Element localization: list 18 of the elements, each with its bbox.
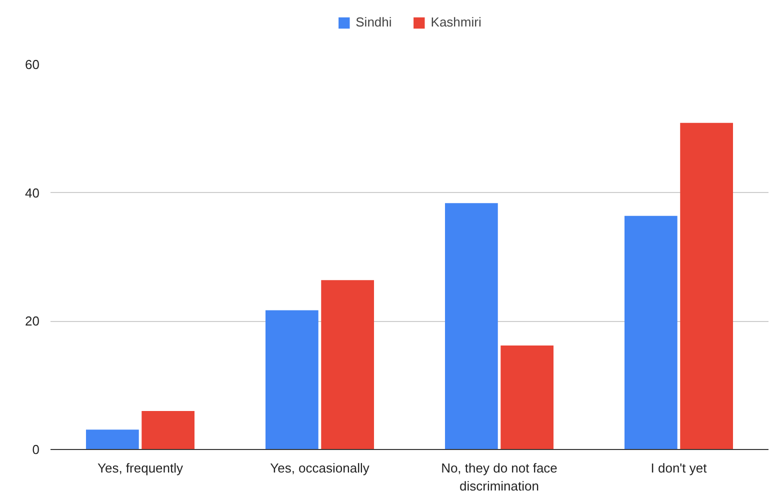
x-tick-label: Yes, frequently bbox=[97, 460, 184, 476]
legend-label: Sindhi bbox=[356, 14, 392, 30]
bar bbox=[86, 430, 139, 450]
y-tick-label: 60 bbox=[25, 57, 40, 72]
y-tick-label: 40 bbox=[25, 185, 40, 200]
legend-label: Kashmiri bbox=[430, 14, 482, 30]
bar bbox=[500, 346, 554, 450]
x-tick-label: I don't yet bbox=[650, 460, 708, 476]
y-tick-label: 0 bbox=[32, 442, 40, 457]
bar bbox=[444, 203, 498, 450]
bar bbox=[624, 216, 678, 450]
x-tick-label: No, they do not face discrimination bbox=[441, 460, 558, 494]
bar bbox=[142, 411, 195, 450]
bar bbox=[321, 280, 374, 450]
y-tick-label: 20 bbox=[25, 314, 40, 329]
x-tick-label: Yes, occasionally bbox=[270, 460, 370, 476]
bar bbox=[265, 310, 318, 450]
bar bbox=[680, 122, 734, 450]
